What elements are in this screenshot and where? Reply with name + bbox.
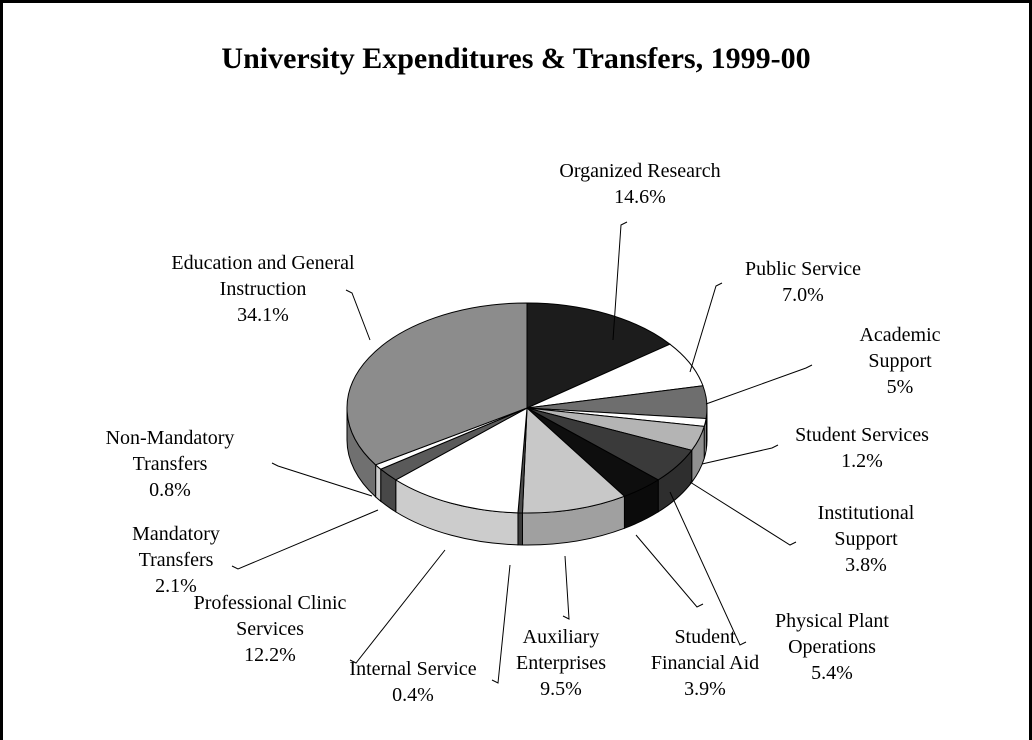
leader-line [491, 564, 511, 684]
category-label: Student Services [795, 424, 929, 446]
leader-line [349, 549, 446, 664]
value-label: 5% [886, 376, 914, 398]
value-label: 1.2% [841, 450, 883, 472]
value-label: 34.1% [237, 304, 289, 326]
slice-label: Public Service 7.0% [703, 256, 903, 308]
slice [394, 407, 528, 514]
leader-line [345, 289, 371, 341]
leader-line [635, 534, 704, 608]
slice-side [375, 463, 382, 503]
slice-label: Institutional Support 3.8% [791, 500, 941, 578]
value-label: 0.4% [392, 684, 434, 706]
value-label: 2.1% [155, 575, 197, 597]
slice-label: Auxiliary Enterprises 9.5% [496, 624, 626, 702]
value-label: 3.9% [684, 678, 726, 700]
leader-line [271, 462, 373, 497]
leader-line [689, 481, 797, 546]
category-label: Public Service [744, 258, 862, 280]
category-label: Professional Clinic Services [193, 592, 347, 640]
slice-label: Internal Service 0.4% [328, 656, 498, 708]
value-label: 14.6% [614, 186, 666, 208]
category-label: Organized Research [559, 160, 721, 182]
category-label: Physical Plant Operations [775, 610, 889, 658]
category-label: Academic Support [859, 324, 941, 372]
leader-line [562, 555, 570, 620]
slice-label: Education and General Instruction 34.1% [163, 250, 363, 328]
chart-title: University Expenditures & Transfers, 199… [221, 42, 811, 75]
slice [521, 406, 626, 514]
slice-label: Non-Mandatory Transfers 0.8% [85, 425, 255, 503]
value-label: 5.4% [811, 662, 853, 684]
leader-line [612, 221, 628, 341]
leader-line [231, 509, 379, 570]
slice-label: Mandatory Transfers 2.1% [106, 521, 246, 599]
leader-line [689, 282, 723, 373]
category-label: Non-Mandatory Transfers [105, 427, 235, 475]
leader-line [705, 364, 813, 405]
slice-label: Organized Research 14.6% [510, 158, 770, 210]
value-label: 12.2% [244, 644, 296, 666]
slice [526, 302, 671, 409]
category-label: Institutional Support [817, 502, 915, 550]
slice-label: Professional Clinic Services 12.2% [175, 590, 365, 668]
slice-label: Student Financial Aid 3.9% [640, 624, 770, 702]
value-label: 7.0% [782, 284, 824, 306]
slice-label: Student Services 1.2% [762, 422, 962, 474]
slice [346, 302, 528, 466]
leader-line [701, 444, 779, 465]
leader-line [669, 491, 747, 646]
category-label: Internal Service [349, 658, 477, 680]
category-label: Mandatory Transfers [132, 523, 220, 571]
category-label: Auxiliary Enterprises [516, 626, 606, 674]
value-label: 9.5% [540, 678, 582, 700]
slice-label: Academic Support 5% [845, 322, 955, 400]
category-label: Education and General Instruction [171, 252, 355, 300]
slice-label: Physical Plant Operations 5.4% [747, 608, 917, 686]
category-label: Student Financial Aid [650, 626, 760, 674]
value-label: 0.8% [149, 479, 191, 501]
value-label: 3.8% [845, 554, 887, 576]
slice-side [517, 512, 523, 546]
